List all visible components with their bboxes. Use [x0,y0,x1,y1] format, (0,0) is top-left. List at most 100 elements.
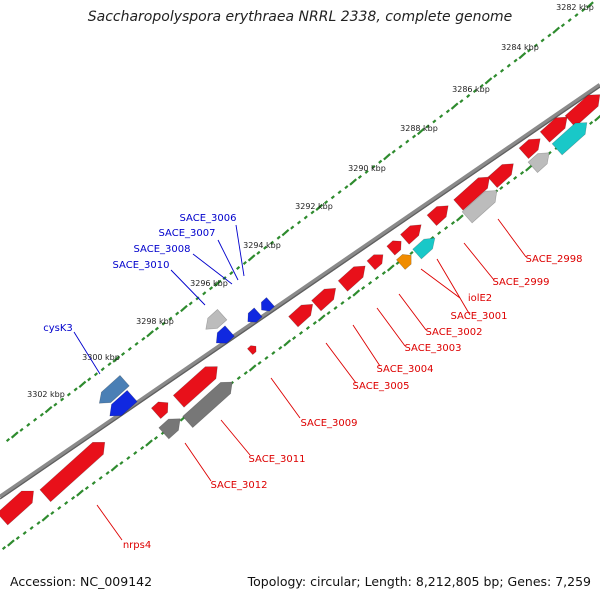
tick-mark-outer [450,102,459,110]
tick-mark-outer [276,235,281,240]
tick-mark-inner [257,360,262,366]
gene-arrow [518,138,541,160]
tick-mark-inner [248,364,257,372]
tick-mark-inner [236,375,241,381]
tick-mark-inner [594,114,600,122]
tick-mark-inner [381,270,386,276]
tick-label: 3298 kbp [136,317,174,326]
tick-mark-inner [519,170,525,176]
tick-mark-outer [236,266,241,271]
tick-label: 3292 kbp [295,202,333,211]
tick-mark-inner [499,185,504,191]
tick-mark-outer [175,311,180,316]
tick-mark-outer [112,355,121,363]
tick-mark-inner [340,300,345,306]
gene-label: SACE_2998 [526,254,583,265]
tick-mark-inner [278,345,283,351]
tick-mark-outer [281,228,290,237]
gene-arrow [551,122,588,156]
callout-line [235,224,245,277]
tick-mark-inner [1,545,7,551]
tick-mark-outer [247,254,256,262]
tick-mark-inner [15,535,20,541]
tick-label: 3302 kbp [27,390,65,399]
tick-mark-outer [120,351,126,357]
gene-arrow [366,254,384,271]
tick-mark-outer [180,304,188,313]
tick-mark-inner [119,460,124,466]
tick-mark-outer [472,88,478,94]
tick-mark-inner [292,335,297,341]
tick-mark-inner [70,495,76,501]
tick-mark-outer [398,144,403,149]
tick-mark-outer [5,437,11,443]
tick-mark-outer [547,33,552,38]
tick-mark-inner [29,525,34,531]
tick-mark-inner [409,250,414,256]
tick-mark-outer [127,346,132,351]
gene-arrow [39,441,106,503]
tick-mark-outer [533,43,538,48]
tick-mark-outer [586,1,594,9]
tick-mark-inner [298,330,304,336]
tick-mark-outer [439,114,444,119]
tick-mark-inner [57,505,62,511]
map-title: Saccharopolyspora erythraea NRRL 2338, c… [87,9,513,25]
gene-arrow [158,418,181,440]
tick-mark-outer [141,336,146,341]
tick-mark-inner [361,285,366,291]
tick-label: 3282 kbp [556,3,594,12]
tick-label: 3300 kbp [82,353,120,362]
callout-line [420,268,461,299]
genome-summary-text: Topology: circular; Length: 8,212,805 bp… [247,574,591,589]
gene-label: SACE_3001 [451,311,508,322]
gene-arrow [426,205,449,227]
tick-mark-outer [560,23,566,28]
tick-mark-outer [310,210,315,215]
gene-arrow [539,116,568,143]
tick-mark-outer [10,431,19,439]
callout-line [376,307,406,347]
tick-label: 3296 kbp [190,279,228,288]
tick-mark-outer [349,178,358,186]
accession-text: Accession: NC_009142 [10,574,153,589]
tick-mark-outer [479,83,484,88]
callout-line [217,239,239,281]
tick-mark-outer [445,109,450,114]
tick-mark-outer [330,195,335,200]
gene-arrow [109,389,138,417]
tick-mark-outer [337,190,342,195]
tick-mark-outer [26,422,31,427]
tick-mark-outer [378,159,383,164]
gene-arrow [205,308,228,330]
tick-mark-inner [506,180,511,186]
tick-mark-outer [405,139,410,144]
gene-arrow [400,224,422,245]
tick-label: 3290 kbp [348,164,386,173]
tick-mark-outer [466,94,471,99]
callout-line [352,324,381,367]
tick-mark-inner [347,295,352,301]
callout-line [184,442,212,482]
tick-mark-outer [242,260,247,265]
tick-mark-outer [154,326,159,331]
tick-mark-outer [540,38,545,43]
gene-arrow [453,176,490,211]
tick-mark-outer [168,316,173,321]
gene-label: SACE_3004 [377,364,434,375]
tick-mark-inner [264,355,269,361]
tick-mark-inner [352,289,361,297]
tick-mark-outer [303,215,308,220]
gene-label: SACE_3009 [301,418,358,429]
gene-arrow [98,374,130,404]
tick-mark-inner [133,450,138,456]
tick-mark-outer [73,387,78,392]
tick-mark-inner [386,264,395,272]
tick-mark-inner [326,310,331,316]
tick-mark-outer [213,279,222,287]
tick-mark-inner [271,350,276,356]
tick-mark-outer [518,51,527,60]
tick-mark-outer [357,174,362,179]
tick-label: 3288 kbp [400,124,438,133]
